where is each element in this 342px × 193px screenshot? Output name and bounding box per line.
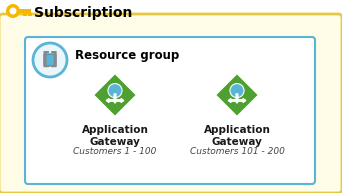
- FancyBboxPatch shape: [23, 13, 26, 16]
- Circle shape: [33, 43, 67, 77]
- Polygon shape: [93, 73, 137, 117]
- Text: Application
Gateway: Application Gateway: [203, 125, 271, 147]
- FancyBboxPatch shape: [17, 9, 31, 13]
- FancyBboxPatch shape: [28, 13, 31, 16]
- Text: Customers 1 - 100: Customers 1 - 100: [73, 147, 157, 156]
- Text: Subscription: Subscription: [34, 6, 132, 20]
- Text: Resource group: Resource group: [75, 48, 179, 62]
- Circle shape: [10, 8, 16, 14]
- FancyArrow shape: [239, 98, 246, 102]
- Circle shape: [230, 84, 244, 98]
- Text: [: [: [42, 51, 50, 69]
- Text: Customers 101 - 200: Customers 101 - 200: [189, 147, 285, 156]
- Text: Application
Gateway: Application Gateway: [81, 125, 148, 147]
- Circle shape: [6, 4, 20, 18]
- FancyArrow shape: [235, 94, 239, 103]
- FancyArrow shape: [117, 98, 124, 102]
- FancyBboxPatch shape: [0, 14, 342, 193]
- Circle shape: [108, 84, 122, 98]
- FancyBboxPatch shape: [44, 54, 56, 66]
- FancyArrow shape: [113, 94, 117, 103]
- FancyBboxPatch shape: [25, 37, 315, 184]
- Polygon shape: [215, 73, 259, 117]
- FancyArrow shape: [228, 98, 235, 102]
- FancyArrow shape: [106, 98, 113, 102]
- Text: ]: ]: [50, 51, 58, 69]
